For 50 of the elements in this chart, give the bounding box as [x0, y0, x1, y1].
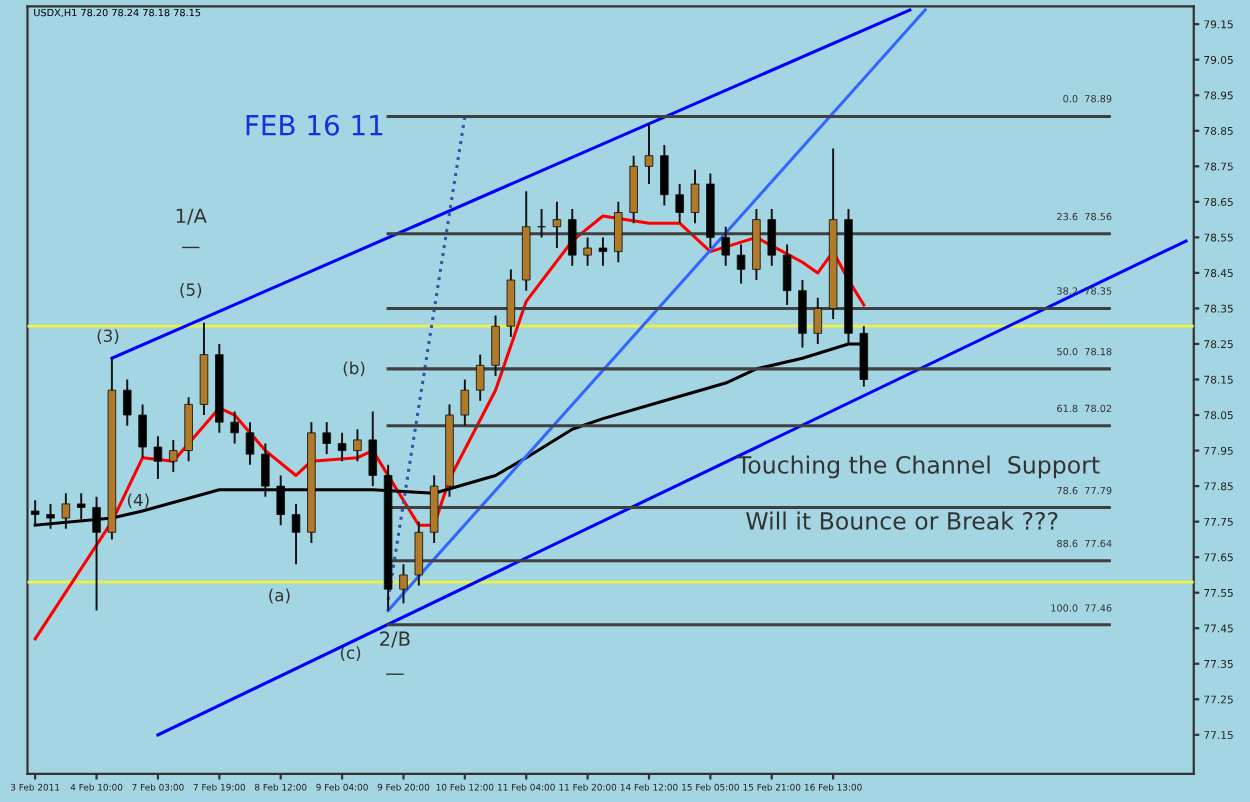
annotation: —	[182, 246, 200, 249]
candlestick	[184, 396, 193, 463]
candlestick	[353, 428, 362, 463]
candlestick	[337, 431, 347, 463]
annotation: Touching the Channel Support	[736, 455, 1100, 479]
candlestick	[138, 403, 147, 459]
candlestick	[153, 435, 163, 480]
candlestick	[721, 225, 730, 267]
candlestick	[598, 236, 608, 267]
candlestick	[782, 243, 792, 306]
annotation: 2/B	[380, 631, 410, 648]
candlestick	[368, 410, 378, 488]
text: FEB 16 11	[246, 114, 383, 136]
annotation: (c)	[340, 646, 361, 661]
annotation: —	[386, 673, 404, 675]
candlestick	[568, 207, 577, 267]
candlestick	[813, 296, 823, 345]
candlestick	[675, 183, 684, 225]
candlestick	[414, 520, 424, 587]
candlestick	[506, 268, 516, 338]
candlestick	[245, 421, 255, 466]
candlestick	[629, 154, 638, 225]
candlestick	[399, 563, 408, 605]
candlestick	[552, 200, 562, 250]
candlestick	[798, 279, 807, 349]
candlestick	[491, 314, 500, 377]
candlestick	[460, 378, 470, 427]
annotation: (a)	[269, 588, 290, 604]
candlestick	[736, 243, 746, 285]
annotation: (4)	[127, 493, 149, 509]
candlestick	[169, 438, 178, 473]
candlestick	[614, 200, 623, 264]
candlestick	[61, 492, 71, 530]
annotation: (b)	[343, 361, 365, 377]
candlestick	[660, 144, 669, 207]
candlestick	[322, 421, 331, 456]
candlestick	[261, 442, 270, 498]
annotation: (5)	[180, 283, 202, 298]
candlestick	[230, 410, 239, 445]
annotation: 1/A	[176, 208, 207, 225]
candlestick	[690, 168, 700, 225]
candlestick	[767, 207, 777, 267]
candlestick	[475, 353, 485, 402]
candlestick	[291, 502, 301, 566]
candlestick	[644, 122, 654, 186]
candlestick	[429, 474, 439, 544]
annotation: Will it Bounce or Break ???	[746, 511, 1058, 530]
annotation: (3)	[97, 329, 119, 345]
candlestick	[583, 236, 592, 267]
candlestick	[122, 378, 132, 427]
